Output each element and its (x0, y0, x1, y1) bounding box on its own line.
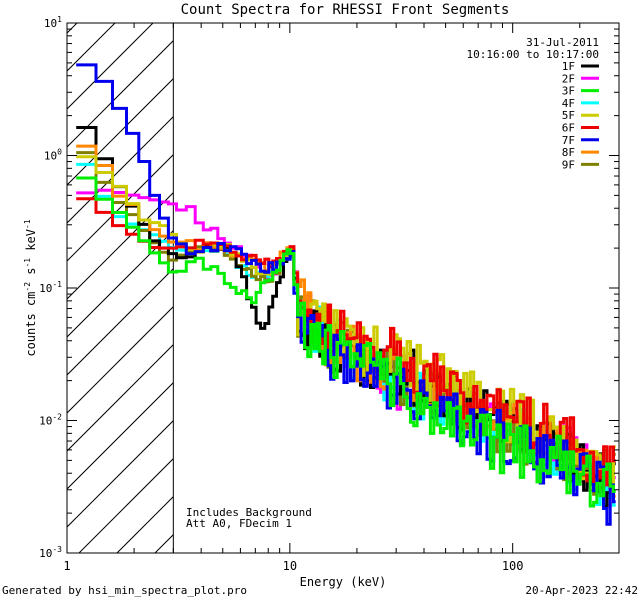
legend-label: 4F (562, 97, 575, 110)
legend-label: 6F (562, 122, 575, 135)
time-range-label: 10:16:00 to 10:17:00 (467, 48, 599, 61)
hatch-line (67, 39, 174, 148)
y-tick-exp: 0 (57, 148, 62, 157)
x-tick-label: 1 (63, 559, 70, 573)
hatch-line (67, 23, 154, 110)
hatch-line (67, 419, 174, 528)
series-7F-spectrum (76, 63, 616, 526)
hatch-line (67, 77, 174, 186)
hatch-line (78, 457, 174, 553)
legend-label: 8F (562, 146, 575, 159)
y-tick-base: 10 (44, 17, 57, 30)
attenuator-note: Att A0, FDecim 1 (186, 517, 292, 530)
x-tick-label: 100 (502, 559, 524, 573)
chart-title: Count Spectra for RHESSI Front Segments (181, 2, 510, 18)
y-label-sup: -2 (23, 282, 32, 292)
y-axis-label: counts cm-2 s-1 keV-1 (23, 219, 38, 356)
date-label: 31-Jul-2011 (526, 36, 599, 49)
x-axis-label: Energy (keV) (300, 575, 387, 589)
y-tick-exp: -1 (52, 280, 62, 289)
y-tick-exp: -3 (52, 545, 62, 554)
y-tick-label: 10-3 (39, 545, 62, 560)
generated-by: Generated by hsi_min_spectra_plot.pro (2, 584, 247, 597)
y-label-sup: -1 (23, 219, 32, 229)
timestamp: 20-Apr-2023 22:42 (525, 584, 638, 597)
y-tick-base: 10 (39, 282, 52, 295)
hatch-line (67, 229, 174, 338)
legend-label: 2F (562, 72, 575, 85)
y-tick-label: 101 (44, 15, 62, 30)
y-tick-base: 10 (44, 150, 57, 163)
legend-label: 5F (562, 109, 575, 122)
series-group (76, 63, 616, 526)
axis-ticks (66, 22, 620, 554)
background-note: Includes Background (186, 506, 312, 519)
y-label-part: keV (24, 229, 38, 258)
y-tick-exp: 1 (57, 15, 62, 24)
y-tick-base: 10 (39, 547, 52, 560)
hatch-line (67, 191, 174, 300)
x-tick-labels: 1 10 100 (63, 559, 523, 573)
hatch-line (67, 381, 174, 490)
y-tick-base: 10 (39, 415, 52, 428)
y-label-sup: -1 (23, 258, 32, 268)
legend-label: 1F (562, 60, 575, 73)
series-3F-spectrum (76, 176, 616, 508)
series-6F-spectrum (76, 197, 616, 487)
legend-label: 7F (562, 134, 575, 147)
y-tick-exp: -2 (52, 413, 62, 422)
y-tick-label: 10-1 (39, 280, 62, 295)
legend-label: 3F (562, 85, 575, 98)
legend-label: 9F (562, 158, 575, 171)
y-label-part: counts cm (24, 292, 38, 357)
x-tick-label: 10 (283, 559, 297, 573)
y-tick-label: 100 (44, 148, 62, 163)
hatch-line (67, 23, 78, 34)
y-label-part: s (24, 268, 38, 282)
y-tick-label: 10-2 (39, 413, 62, 428)
